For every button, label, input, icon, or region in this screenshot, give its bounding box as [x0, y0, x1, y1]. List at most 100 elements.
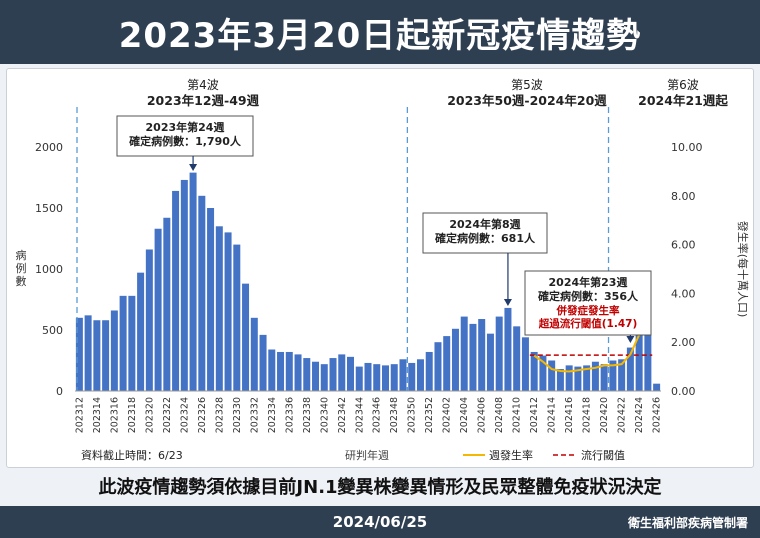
wave-range-label: 2023年12週-49週: [147, 93, 260, 108]
case-bar: [277, 351, 285, 391]
case-bar: [548, 360, 556, 391]
case-bar: [478, 319, 486, 391]
case-bar: [364, 362, 372, 391]
case-bar: [521, 337, 529, 391]
right-axis-tick-label: 10.00: [671, 141, 703, 154]
case-bar: [320, 364, 328, 391]
right-axis-tick-label: 2.00: [671, 336, 696, 349]
annotation-text: 2024年第23週: [549, 275, 628, 289]
case-bar: [425, 351, 433, 391]
case-bar: [635, 331, 643, 391]
right-axis-tick-label: 8.00: [671, 190, 696, 203]
data-cutoff-label: 資料截止時間：6/23: [81, 448, 183, 462]
case-bar: [207, 208, 215, 391]
annotation-alert-text: 超過流行閾值(1.47): [538, 317, 638, 330]
case-bar: [486, 333, 494, 391]
x-axis-tick-label: 202410: [512, 397, 523, 433]
case-bar: [539, 355, 547, 391]
x-axis-tick-label: 202404: [459, 397, 470, 433]
right-axis-tick-label: 0.00: [671, 385, 696, 398]
annotation-text: 確定病例數：1,790人: [129, 134, 242, 148]
x-axis-tick-label: 202332: [249, 397, 260, 433]
annotation-box: [116, 115, 254, 157]
x-axis-tick-label: 202344: [354, 397, 365, 433]
case-bar: [285, 351, 293, 391]
annotation-text: 確定病例數：356人: [538, 289, 639, 303]
case-bar: [180, 179, 188, 391]
x-axis-tick-label: 202312: [74, 397, 85, 433]
left-axis-tick-label: 1000: [35, 263, 63, 276]
case-bar: [399, 359, 407, 391]
case-bar: [451, 328, 459, 391]
x-axis-tick-label: 202320: [144, 397, 155, 433]
x-axis-tick-label: 202318: [127, 397, 138, 433]
case-bar: [250, 317, 258, 391]
case-bar: [93, 320, 101, 391]
x-axis-tick-label: 202342: [337, 397, 348, 433]
case-bar: [373, 364, 381, 391]
case-bar: [443, 336, 451, 391]
wave-label: 第4波: [187, 78, 219, 92]
case-bar: [154, 228, 162, 391]
x-axis-tick-label: 202324: [179, 397, 190, 433]
case-bar: [609, 360, 617, 391]
x-axis-tick-label: 202338: [302, 397, 313, 433]
case-bar: [416, 359, 424, 391]
case-bar: [434, 342, 442, 391]
right-axis-tick-label: 4.00: [671, 287, 696, 300]
annotation-box: [524, 270, 652, 336]
case-bar: [618, 359, 626, 391]
case-bar: [653, 383, 661, 391]
x-axis-tick-label: 202352: [424, 397, 435, 433]
page-title: 2023年3月20日起新冠疫情趨勢: [0, 0, 760, 64]
x-axis-tick-label: 202326: [197, 397, 208, 433]
x-axis-label: 研判年週: [345, 448, 389, 462]
legend-threshold-label: 流行閾值: [581, 448, 625, 462]
case-bar: [530, 351, 538, 391]
case-bar: [294, 354, 302, 391]
x-axis-tick-label: 202418: [582, 397, 593, 433]
legend-rate-label: 週發生率: [489, 448, 533, 462]
case-bar: [591, 361, 599, 391]
x-axis-tick-label: 202422: [617, 397, 628, 433]
annotation-box: [422, 212, 548, 254]
incidence-rate-line: [533, 317, 649, 373]
case-bar: [75, 317, 83, 391]
right-axis-tick-label: 6.00: [671, 239, 696, 252]
x-axis-tick-label: 202336: [284, 397, 295, 433]
annotation-text: 2023年第24週: [146, 120, 225, 134]
trend-chart: 0 500 1000 1500 2000 0.00 2.00 4.00 6.00 8.00 10.0…: [16, 78, 751, 462]
case-bar: [215, 226, 223, 391]
case-bar: [268, 349, 276, 391]
case-bar: [565, 365, 573, 391]
case-bar: [347, 356, 355, 391]
case-bar: [145, 249, 153, 391]
case-bar: [600, 364, 608, 391]
x-axis-tick-label: 202408: [494, 397, 505, 433]
annotation-alert-text: 併發症發生率: [556, 304, 620, 317]
case-bar: [84, 315, 92, 391]
x-axis-tick-label: 202420: [599, 397, 610, 433]
case-bar: [583, 365, 591, 391]
case-bar: [556, 369, 564, 391]
case-bar: [163, 217, 171, 391]
x-axis-tick-label: 202414: [547, 397, 558, 433]
x-axis-tick-label: 202316: [109, 397, 120, 433]
x-axis-tick-label: 202314: [92, 397, 103, 433]
left-axis-label: 病例數: [16, 248, 27, 288]
footer-bar: 2024/06/25 衛生福利部疾病管制署: [0, 506, 760, 538]
case-bar: [312, 361, 320, 391]
case-bar: [504, 307, 512, 391]
left-axis-tick-label: 500: [42, 324, 63, 337]
case-bar: [242, 283, 250, 391]
wave-range-label: 2024年21週起: [638, 93, 728, 108]
case-bar: [408, 362, 416, 391]
case-bar: [329, 358, 337, 391]
case-bar: [198, 195, 206, 391]
wave-label: 第6波: [667, 78, 699, 92]
case-bar: [626, 347, 634, 391]
left-axis-tick-label: 2000: [35, 141, 63, 154]
left-axis-tick-label: 1500: [35, 202, 63, 215]
annotation-arrow-head: [503, 299, 512, 306]
wave-label: 第5波: [511, 78, 543, 92]
